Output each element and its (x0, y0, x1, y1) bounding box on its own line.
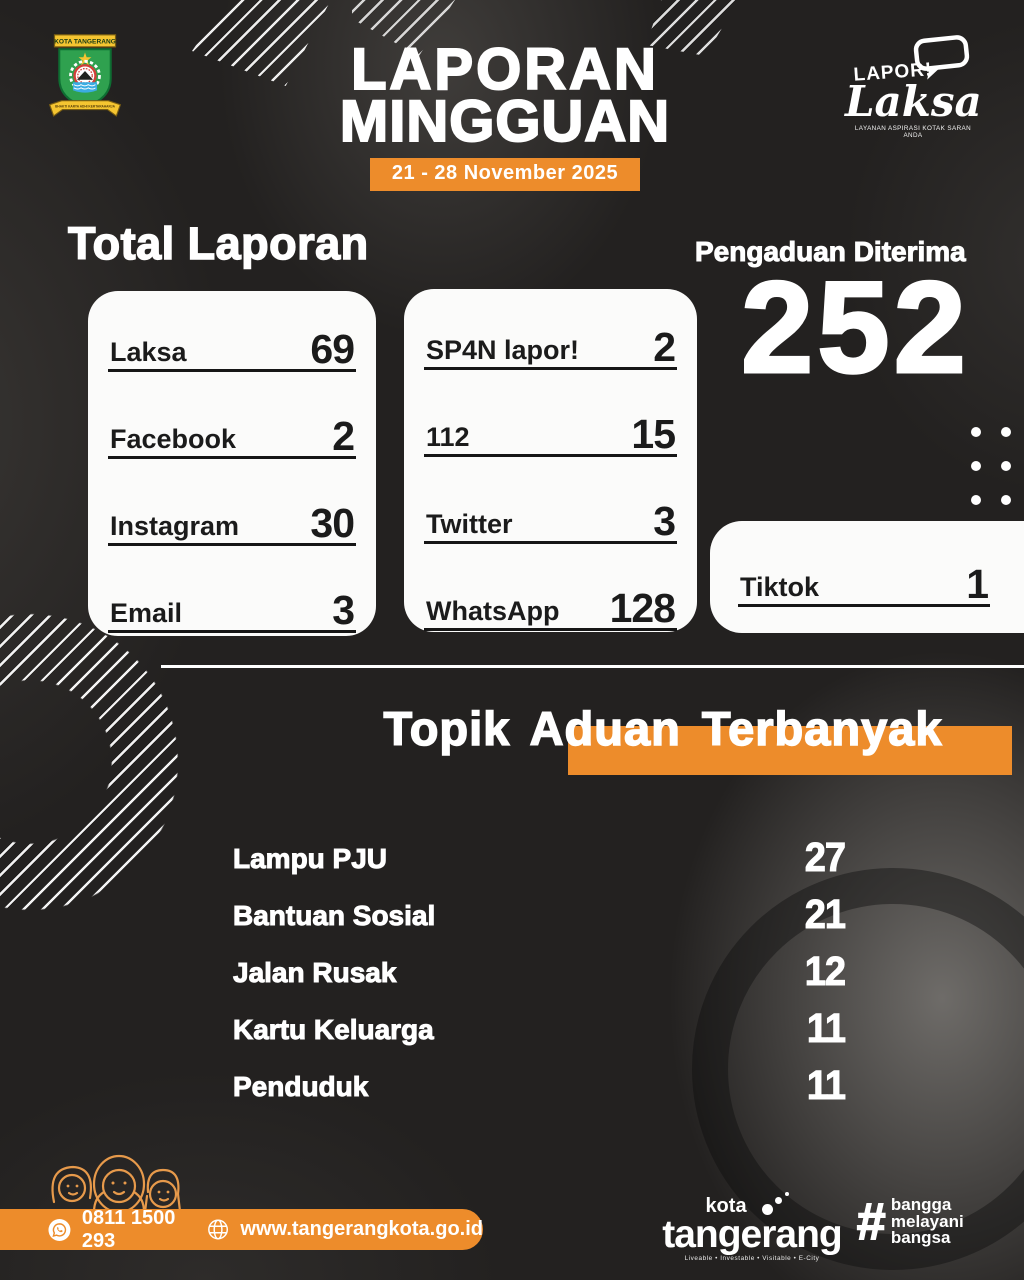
topic-row: Kartu Keluarga 11 (233, 1001, 847, 1058)
topic-value: 21 (804, 892, 846, 938)
campaign-line: melayani (890, 1211, 964, 1231)
lapor-laksa-logo: LAPOR! Laksa LAYANAN ASPIRASI KOTAK SARA… (845, 35, 982, 139)
channel-label: Facebook (110, 424, 237, 454)
channel-label: Email (110, 598, 183, 628)
channel-label: Instagram (110, 511, 240, 541)
channel-value: 2 (332, 413, 355, 460)
section-divider (161, 665, 1024, 668)
channel-row: SP4N lapor! 2 (424, 310, 677, 370)
phone-number: 0811 1500 293 (81, 1206, 176, 1252)
channel-row: 112 15 (424, 397, 677, 457)
channel-card-1: Laksa 69 Facebook 2 Instagram 30 Email 3 (88, 291, 376, 636)
channel-label: SP4N lapor! (426, 335, 580, 365)
channel-label: 112 (426, 422, 470, 452)
date-range-banner: 21 - 28 November 2025 (369, 158, 641, 192)
channel-value: 1 (966, 561, 989, 608)
heading-highlight-bar (568, 726, 1012, 775)
channel-row: Email 3 (108, 573, 356, 633)
channel-value: 69 (310, 326, 355, 373)
hashtag-icon: # (855, 1192, 885, 1251)
campaign-line: bangsa (890, 1228, 951, 1248)
emblem-motto-text: BHAKTI KARYA ADHI KERTARAHARJA (55, 105, 115, 109)
pengaduan-diterima-value: 252 (740, 254, 970, 400)
channel-label: Twitter (426, 509, 513, 539)
speech-bubble-icon (913, 35, 970, 80)
topic-value: 11 (806, 1006, 846, 1052)
topic-row: Jalan Rusak 12 (232, 944, 846, 1001)
channel-value: 30 (310, 500, 355, 547)
striped-ring-decoration (0, 612, 180, 912)
channel-value: 2 (653, 324, 676, 371)
topic-label: Kartu Keluarga (233, 1013, 435, 1045)
topic-label: Lampu PJU (232, 842, 388, 874)
topik-aduan-heading: Topik Aduan Terbanyak (383, 701, 943, 756)
laksa-wordmark: Laksa (845, 77, 982, 126)
contact-bar: 0811 1500 293 www.tangerangkota.go.id (0, 1206, 483, 1252)
brand-name-text: tangerang (662, 1213, 843, 1256)
topic-row: Penduduk 11 (232, 1058, 846, 1115)
campaign-line: bangga (890, 1195, 952, 1214)
channel-row: Twitter 3 (424, 484, 677, 544)
dot-grid-decoration (971, 427, 1011, 505)
channel-card-3: Tiktok 1 (710, 521, 1024, 633)
brand-tagline: Liveable • Investable • Visitable • E-Ci… (684, 1255, 820, 1263)
channel-row: Laksa 69 (108, 312, 356, 372)
topic-label: Jalan Rusak (232, 956, 397, 988)
women-lineart-illustration (51, 1154, 183, 1222)
title-line-2: MINGGUAN (339, 89, 671, 155)
channel-label: Tiktok (740, 572, 820, 602)
channel-row: Instagram 30 (108, 486, 356, 546)
channel-value: 128 (609, 585, 676, 632)
channel-row: WhatsApp 128 (424, 571, 677, 631)
channel-label: WhatsApp (426, 596, 560, 626)
channel-value: 3 (332, 587, 355, 634)
pengaduan-diterima-label: Pengaduan Diterima (695, 236, 967, 268)
topic-label: Penduduk (232, 1070, 369, 1102)
topic-row: Lampu PJU 27 (232, 830, 846, 887)
kota-tangerang-emblem: KOTA TANGERANG BHAKTI KARYA ADHI KERTARA… (48, 34, 122, 117)
topic-value: 11 (806, 1063, 846, 1109)
laksa-tagline: LAYANAN ASPIRASI KOTAK SARAN ANDA (854, 124, 972, 139)
brand-top-text: kota (705, 1195, 747, 1217)
topic-list: Lampu PJU 27 Bantuan Sosial 21 Jalan Rus… (232, 830, 847, 1115)
whatsapp-icon (48, 1218, 71, 1241)
channel-row: Tiktok 1 (738, 547, 990, 607)
emblem-banner-text: KOTA TANGERANG (54, 39, 116, 46)
topic-row: Bantuan Sosial 21 (232, 887, 846, 944)
globe-icon (208, 1219, 229, 1240)
title-line-1: LAPORAN (350, 37, 659, 102)
topic-label: Bantuan Sosial (232, 899, 436, 931)
channel-row: Facebook 2 (108, 399, 356, 459)
topic-value: 27 (804, 835, 846, 881)
channel-card-2: SP4N lapor! 2 112 15 Twitter 3 WhatsApp … (404, 289, 697, 632)
website-url: www.tangerangkota.go.id (240, 1218, 483, 1240)
channel-value: 3 (653, 498, 676, 545)
kota-tangerang-wordmark: kota tangerang Liveable • Investable • V… (662, 1192, 843, 1263)
channel-value: 15 (631, 411, 676, 458)
bangga-melayani-bangsa-logo: # bangga melayani bangsa (855, 1192, 964, 1251)
total-laporan-heading: Total Laporan (67, 217, 369, 270)
topic-value: 12 (804, 949, 846, 995)
channel-label: Laksa (110, 337, 187, 367)
poster-title: LAPORAN MINGGUAN 21 - 28 November 2025 (295, 37, 715, 192)
